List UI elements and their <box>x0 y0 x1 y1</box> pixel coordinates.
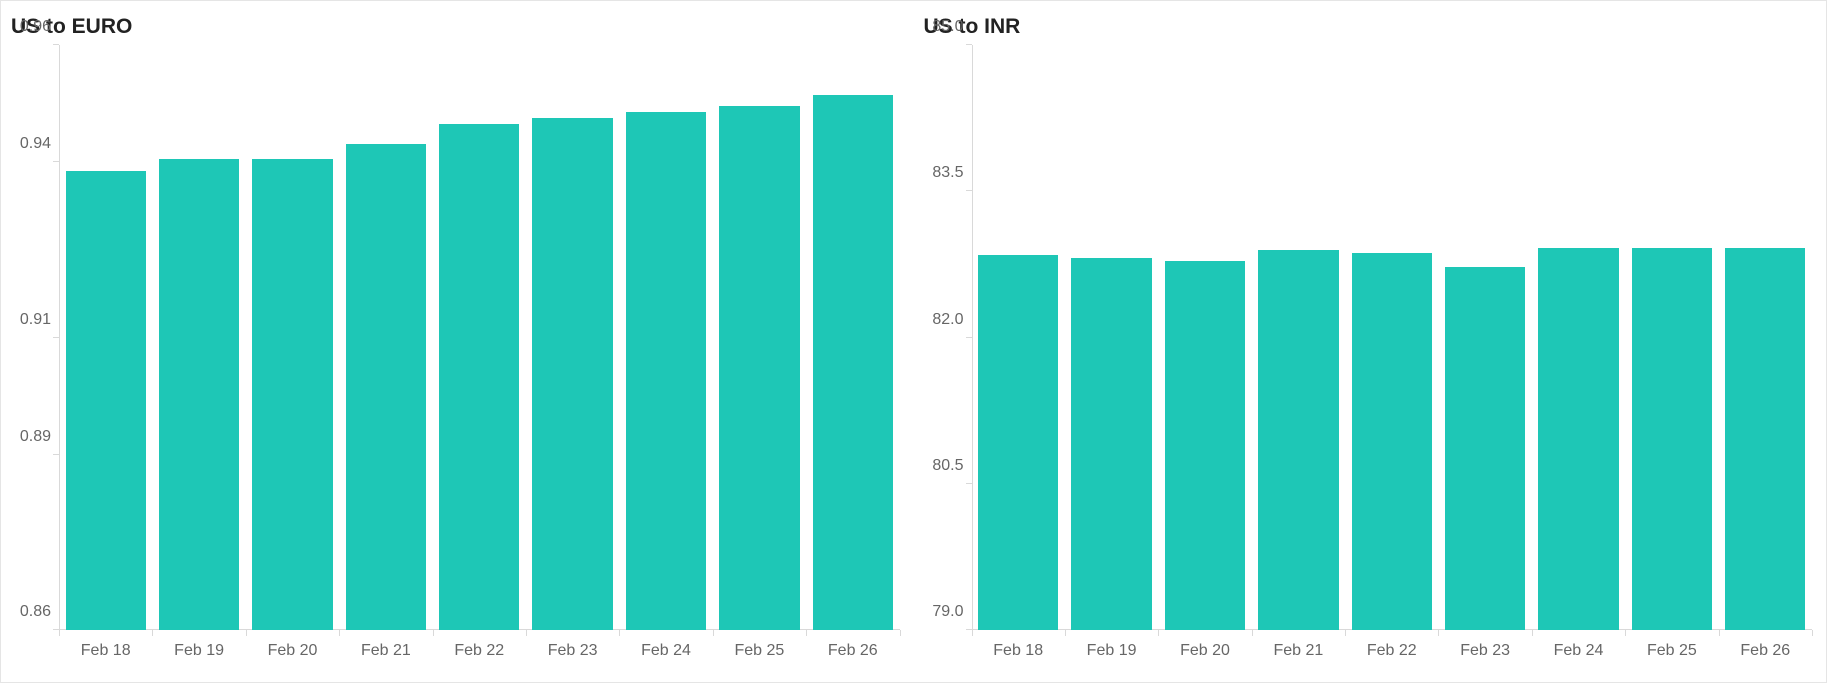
x-tick-label: Feb 19 <box>174 642 224 660</box>
bar <box>1071 258 1151 630</box>
y-tick-label: 0.86 <box>20 603 51 621</box>
x-tick-label: Feb 23 <box>548 642 598 660</box>
x-tick-label: Feb 19 <box>1087 642 1137 660</box>
x-tick-label: Feb 22 <box>1367 642 1417 660</box>
x-tick-label: Feb 23 <box>1460 642 1510 660</box>
x-tick-label: Feb 18 <box>993 642 1043 660</box>
x-tick-mark <box>806 630 807 636</box>
x-tick-mark <box>972 630 973 636</box>
y-tick-label: 0.91 <box>20 311 51 329</box>
y-tick-label: 80.5 <box>932 457 963 475</box>
x-tick-label: Feb 20 <box>268 642 318 660</box>
y-axis <box>972 45 973 630</box>
y-tick-mark <box>53 44 59 45</box>
x-tick-mark <box>433 630 434 636</box>
x-tick-mark <box>1438 630 1439 636</box>
y-tick-mark <box>966 337 972 338</box>
x-tick-mark <box>713 630 714 636</box>
x-tick-label: Feb 20 <box>1180 642 1230 660</box>
x-tick-label: Feb 24 <box>641 642 691 660</box>
x-tick-mark <box>1065 630 1066 636</box>
x-tick-label: Feb 18 <box>81 642 131 660</box>
x-tick-mark <box>1158 630 1159 636</box>
x-tick-mark <box>1625 630 1626 636</box>
x-tick-mark <box>900 630 901 636</box>
bar <box>346 144 426 630</box>
x-tick-label: Feb 25 <box>1647 642 1697 660</box>
chart-panel-us-to-euro: US to EURO 0.860.890.910.940.96Feb 18Feb… <box>1 1 914 682</box>
bar <box>439 124 519 630</box>
y-axis <box>59 45 60 630</box>
y-tick-mark <box>53 337 59 338</box>
bar <box>66 171 146 630</box>
y-tick-label: 83.5 <box>932 164 963 182</box>
x-tick-mark <box>339 630 340 636</box>
bar <box>626 112 706 630</box>
bar <box>813 95 893 630</box>
bar <box>1352 253 1432 630</box>
chart-title: US to EURO <box>11 15 904 39</box>
bar <box>978 255 1058 630</box>
y-tick-label: 0.94 <box>20 135 51 153</box>
x-tick-mark <box>526 630 527 636</box>
x-tick-mark <box>619 630 620 636</box>
y-tick-mark <box>53 161 59 162</box>
x-tick-mark <box>1812 630 1813 636</box>
chart-panel-us-to-inr: US to INR 79.080.582.083.585.0Feb 18Feb … <box>914 1 1827 682</box>
x-tick-mark <box>1345 630 1346 636</box>
y-tick-mark <box>966 190 972 191</box>
bar <box>1165 261 1245 630</box>
y-tick-label: 82.0 <box>932 311 963 329</box>
bar <box>1445 267 1525 630</box>
bar <box>159 159 239 630</box>
y-tick-mark <box>53 454 59 455</box>
x-tick-label: Feb 22 <box>454 642 504 660</box>
x-tick-label: Feb 26 <box>1740 642 1790 660</box>
y-tick-label: 0.89 <box>20 428 51 446</box>
y-tick-label: 0.96 <box>20 18 51 36</box>
y-tick-label: 85.0 <box>932 18 963 36</box>
bar <box>1632 248 1712 630</box>
x-tick-mark <box>1532 630 1533 636</box>
x-tick-label: Feb 21 <box>1273 642 1323 660</box>
x-tick-label: Feb 21 <box>361 642 411 660</box>
bar <box>1258 250 1338 630</box>
bar <box>1538 248 1618 630</box>
x-tick-mark <box>152 630 153 636</box>
bar <box>719 106 799 630</box>
x-tick-mark <box>246 630 247 636</box>
bar <box>252 159 332 630</box>
plot-outer: 79.080.582.083.585.0Feb 18Feb 19Feb 20Fe… <box>924 45 1817 672</box>
x-tick-mark <box>1252 630 1253 636</box>
plot-outer: 0.860.890.910.940.96Feb 18Feb 19Feb 20Fe… <box>11 45 904 672</box>
x-tick-label: Feb 25 <box>735 642 785 660</box>
bar <box>1725 248 1805 630</box>
x-tick-label: Feb 26 <box>828 642 878 660</box>
plot-area: 79.080.582.083.585.0Feb 18Feb 19Feb 20Fe… <box>972 45 1813 630</box>
y-tick-label: 79.0 <box>932 603 963 621</box>
charts-container: US to EURO 0.860.890.910.940.96Feb 18Feb… <box>0 0 1827 683</box>
y-tick-mark <box>966 44 972 45</box>
x-tick-mark <box>1719 630 1720 636</box>
chart-title: US to INR <box>924 15 1817 39</box>
y-tick-mark <box>966 483 972 484</box>
x-tick-mark <box>59 630 60 636</box>
x-tick-label: Feb 24 <box>1554 642 1604 660</box>
bar <box>532 118 612 630</box>
plot-area: 0.860.890.910.940.96Feb 18Feb 19Feb 20Fe… <box>59 45 900 630</box>
